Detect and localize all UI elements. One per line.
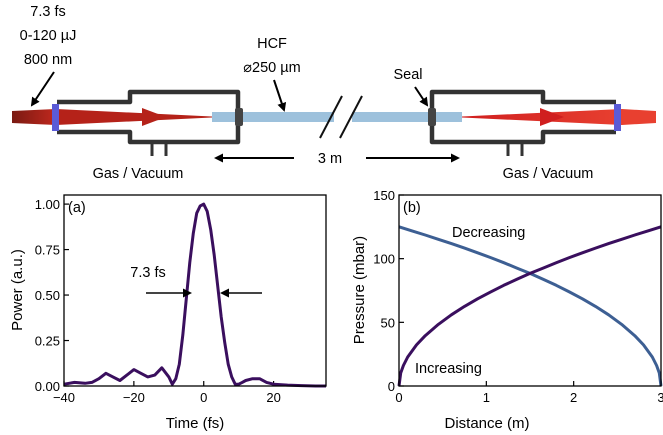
gas-vacuum-right-label: Gas / Vacuum	[503, 166, 594, 182]
decreasing-pressure-curve	[398, 225, 663, 387]
panel-b-x-tick-label: 1	[483, 390, 490, 405]
panel-b-label: (b)	[403, 200, 421, 216]
decreasing-series-label: Decreasing	[452, 225, 525, 241]
panel-b-x-tick-label: 0	[395, 390, 402, 405]
panel-a-y-tick-label: 0.75	[35, 243, 60, 258]
left-gas-port	[150, 142, 168, 156]
output-beam-exit	[622, 109, 656, 125]
panel-a-y-tick-label: 0.25	[35, 334, 60, 349]
output-window	[614, 104, 621, 131]
laser-spec-line-2: 0-120 µJ	[20, 28, 77, 44]
seal-pointer	[414, 86, 429, 107]
increasing-pressure-curve	[397, 225, 662, 387]
pulse-power-curve	[63, 202, 326, 388]
panel-a-pulse-profile: −40 −20 0 20 0.00 0.25 0.50 0.75 1.00 (a) Time (…	[9, 194, 327, 432]
gas-vacuum-left-label: Gas / Vacuum	[93, 166, 184, 182]
panel-a-y-tick-label: 0.50	[35, 288, 60, 303]
panel-a-y-tick-label: 0.00	[35, 379, 60, 394]
hcf-pointer	[273, 79, 287, 112]
panel-b-y-tick-label: 150	[373, 188, 395, 203]
panel-b-ticks: 0 1 2 3 0 50 100 150	[373, 188, 663, 405]
panel-b-y-tick-label: 100	[373, 252, 395, 267]
length-label: 3 m	[318, 151, 342, 167]
left-seal	[235, 108, 243, 126]
increasing-series-label: Increasing	[415, 361, 482, 377]
hcf-title-label: HCF	[257, 36, 287, 52]
panel-b-x-tick-label: 2	[570, 390, 577, 405]
panel-b-x-tick-label: 3	[657, 390, 663, 405]
hcf-diameter-label: ⌀250 µm	[243, 60, 300, 76]
panel-a-y-tick-label: 1.00	[35, 197, 60, 212]
fiber-break-mark-1	[319, 95, 343, 139]
fiber-break-mark-2	[339, 95, 363, 139]
fwhm-annotation: 7.3 fs	[130, 265, 165, 281]
panel-a-ticks: −40 −20 0 20 0.00 0.25 0.50 0.75 1.00	[35, 197, 281, 405]
output-beam-arrowhead	[540, 108, 564, 126]
laser-spec-pointer	[30, 71, 55, 107]
panel-b-x-axis-label: Distance (m)	[444, 415, 529, 432]
panel-b-y-tick-label: 0	[388, 379, 395, 394]
panel-a-label: (a)	[68, 200, 86, 216]
panel-a-x-tick-label: −40	[53, 390, 75, 405]
input-window	[52, 104, 59, 131]
input-beam-focusing	[56, 109, 212, 125]
right-seal	[428, 108, 436, 126]
setup-diagram: 7.3 fs 0-120 µJ 800 nm HCF ⌀250 µm Seal …	[12, 4, 656, 182]
panel-a-x-axis-label: Time (fs)	[166, 415, 225, 432]
seal-label: Seal	[393, 67, 422, 83]
panel-a-x-tick-label: 0	[200, 390, 207, 405]
panel-b-frame	[398, 194, 662, 387]
panel-b-y-tick-label: 50	[381, 315, 395, 330]
hcf-fiber-right	[352, 112, 462, 122]
hcf-fiber-left	[212, 112, 334, 122]
panel-a-y-axis-label: Power (a.u.)	[9, 249, 26, 331]
laser-spec-line-1: 7.3 fs	[30, 4, 65, 20]
panel-a-x-tick-label: −20	[123, 390, 145, 405]
right-gas-port	[506, 142, 524, 156]
panel-b-pressure-profile: 0 1 2 3 0 50 100 150 (b) Distance (m) Pressure …	[351, 188, 663, 432]
input-beam	[12, 109, 56, 125]
panel-a-x-tick-label: 20	[266, 390, 280, 405]
panel-b-y-axis-label: Pressure (mbar)	[351, 236, 368, 344]
laser-spec-line-3: 800 nm	[24, 52, 72, 68]
input-beam-arrowhead	[142, 108, 166, 126]
panel-a-frame	[63, 194, 327, 387]
